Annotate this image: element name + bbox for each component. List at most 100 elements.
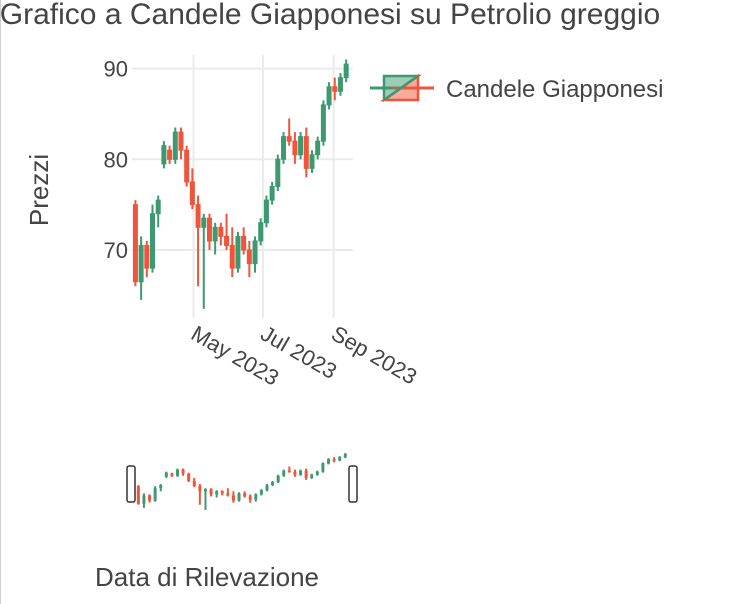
- range-slider-candle-body: [265, 485, 269, 491]
- range-slider-candle-body: [299, 470, 303, 475]
- range-slider-candle-body: [215, 491, 219, 495]
- chart-title: Grafico a Candele Giapponesi su Petrolio…: [0, 0, 661, 31]
- candle-body: [167, 149, 173, 160]
- candle[interactable]: [161, 141, 167, 169]
- range-slider-candle-body: [237, 493, 241, 501]
- candle[interactable]: [263, 195, 269, 228]
- candle-body: [263, 199, 269, 224]
- candle-body: [337, 77, 343, 92]
- candle-body: [275, 158, 281, 188]
- range-slider[interactable]: [126, 453, 358, 510]
- candle[interactable]: [201, 213, 207, 309]
- candle-body: [184, 149, 190, 183]
- range-slider-candle-body: [254, 494, 258, 500]
- candle[interactable]: [138, 236, 144, 300]
- candle[interactable]: [167, 145, 173, 164]
- candle[interactable]: [337, 73, 343, 96]
- range-slider-candle-body: [243, 493, 247, 497]
- candle[interactable]: [246, 240, 252, 278]
- candle-body: [138, 244, 144, 283]
- candle[interactable]: [258, 218, 264, 246]
- candle[interactable]: [281, 132, 287, 164]
- candles[interactable]: [132, 59, 349, 309]
- range-slider-candle-body: [187, 473, 191, 481]
- candle-body: [218, 226, 224, 237]
- candle[interactable]: [155, 195, 161, 228]
- range-slider-candle-body: [293, 471, 297, 475]
- candle[interactable]: [275, 154, 281, 192]
- candle-body: [235, 235, 241, 269]
- y-tick-label: 70: [104, 238, 128, 263]
- candle-body: [178, 131, 184, 151]
- legend[interactable]: Candele Giapponesi: [370, 73, 664, 103]
- candle[interactable]: [286, 118, 292, 146]
- candle[interactable]: [252, 236, 258, 273]
- range-slider-candle-body: [198, 486, 202, 492]
- range-slider-candle-body: [304, 470, 308, 478]
- candle-body: [224, 235, 230, 246]
- candle[interactable]: [132, 200, 138, 287]
- candle[interactable]: [224, 213, 230, 250]
- candle[interactable]: [303, 127, 309, 178]
- range-slider-right-handle[interactable]: [348, 465, 358, 503]
- candle[interactable]: [343, 59, 349, 83]
- candle[interactable]: [332, 77, 338, 101]
- candle[interactable]: [229, 227, 235, 278]
- candle[interactable]: [326, 82, 332, 110]
- x-tick-label: Sep 2023: [327, 321, 421, 390]
- candle-body: [281, 136, 287, 160]
- candle[interactable]: [150, 204, 156, 273]
- candle-body: [201, 217, 207, 228]
- candle[interactable]: [144, 240, 150, 278]
- candle-body: [212, 226, 218, 242]
- candle[interactable]: [320, 100, 326, 146]
- candle[interactable]: [298, 132, 304, 160]
- y-tick-label: 80: [104, 147, 128, 172]
- range-slider-candle-body: [338, 457, 342, 461]
- candle[interactable]: [309, 150, 315, 173]
- range-slider-candle-body: [148, 495, 152, 501]
- range-slider-candle-body: [142, 495, 146, 504]
- y-axis-label: Prezzi: [24, 154, 54, 226]
- range-slider-preview: [136, 453, 347, 510]
- range-slider-candle-body: [164, 472, 168, 477]
- frame-edge: [0, 0, 1, 604]
- candle-body: [189, 181, 195, 206]
- candle[interactable]: [184, 145, 190, 187]
- candle-body: [320, 104, 326, 142]
- candle[interactable]: [178, 127, 184, 160]
- x-axis-label: Data di Rilevazione: [95, 562, 319, 592]
- candle-body: [195, 204, 201, 228]
- candle[interactable]: [315, 136, 321, 160]
- candle-body: [132, 204, 138, 283]
- legend-entry[interactable]: Candele Giapponesi: [446, 76, 664, 103]
- candle[interactable]: [195, 195, 201, 287]
- candle-body: [315, 140, 321, 156]
- candle[interactable]: [218, 222, 224, 246]
- candle-body: [252, 240, 258, 265]
- candle[interactable]: [189, 168, 195, 210]
- candle-body: [343, 63, 349, 79]
- candle-body: [246, 249, 252, 265]
- range-slider-left-handle[interactable]: [126, 465, 136, 503]
- range-slider-candle-body: [327, 459, 331, 464]
- candle-body: [286, 136, 292, 142]
- gridlines: [132, 55, 353, 318]
- candle-body: [309, 154, 315, 169]
- candle[interactable]: [269, 181, 275, 205]
- range-slider-candle-body: [181, 469, 185, 474]
- range-slider-candle-body: [159, 485, 163, 489]
- candle[interactable]: [292, 132, 298, 164]
- candle[interactable]: [172, 127, 178, 164]
- candle[interactable]: [206, 213, 212, 250]
- candle-body: [229, 244, 235, 269]
- range-slider-candle-body: [282, 470, 286, 476]
- range-slider-candle-body: [209, 489, 213, 495]
- candle[interactable]: [241, 227, 247, 255]
- candle[interactable]: [235, 231, 241, 273]
- range-slider-candle-body: [287, 470, 291, 473]
- candle-body: [172, 131, 178, 160]
- candle[interactable]: [212, 222, 218, 255]
- candle-body: [332, 86, 338, 92]
